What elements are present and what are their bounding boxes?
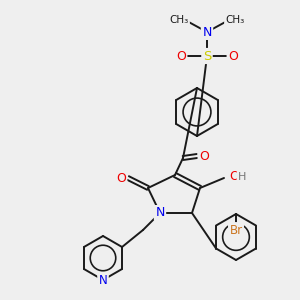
- Text: N: N: [99, 274, 107, 286]
- Text: N: N: [155, 206, 165, 220]
- Text: O: O: [228, 50, 238, 62]
- Text: S: S: [203, 50, 211, 62]
- Text: CH₃: CH₃: [225, 15, 244, 25]
- Text: O: O: [199, 149, 209, 163]
- Text: CH₃: CH₃: [169, 15, 189, 25]
- Text: O: O: [229, 170, 239, 184]
- Text: O: O: [116, 172, 126, 184]
- Text: O: O: [176, 50, 186, 62]
- Text: Br: Br: [230, 224, 243, 236]
- Text: H: H: [238, 172, 246, 182]
- Text: N: N: [202, 26, 212, 38]
